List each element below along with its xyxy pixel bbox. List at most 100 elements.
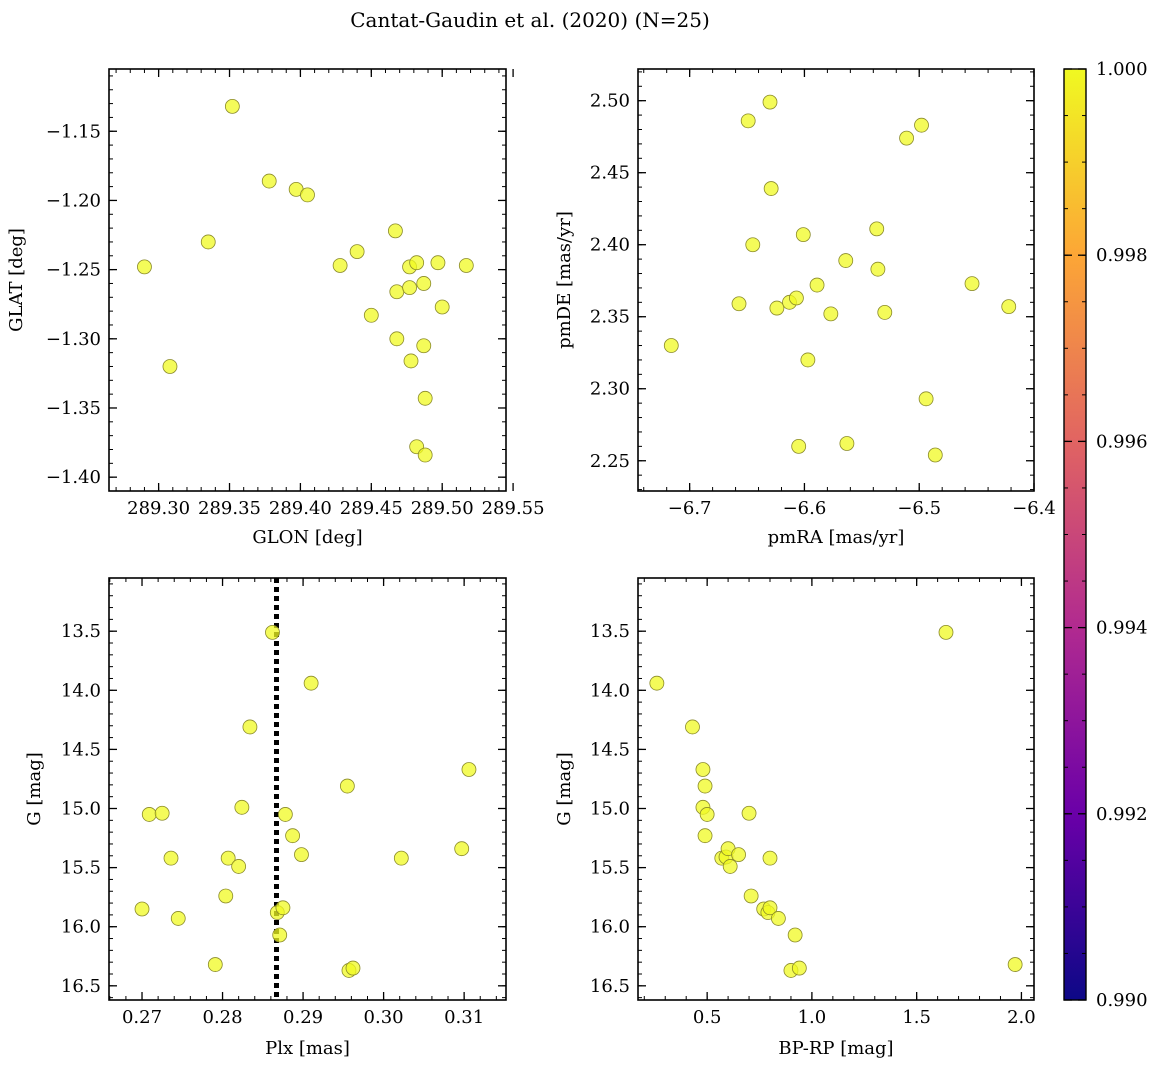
- data-point: [141, 807, 157, 822]
- data-point: [927, 447, 943, 463]
- y-tick-label: 16.5: [61, 976, 101, 997]
- colorbar-tick-label: 0.998: [1096, 245, 1148, 266]
- y-tick-label: −1.15: [46, 121, 101, 142]
- y-tick-label: 13.5: [61, 621, 101, 642]
- data-point: [285, 828, 301, 844]
- x-tick-label: 1.5: [902, 1007, 931, 1028]
- data-point: [272, 927, 288, 943]
- data-point: [722, 859, 738, 874]
- data-point: [417, 447, 433, 463]
- data-point: [914, 117, 929, 133]
- x-tick-label: 0.28: [203, 1007, 243, 1028]
- data-point: [800, 352, 816, 368]
- data-point: [137, 259, 152, 275]
- data-point: [242, 719, 258, 735]
- data-point: [697, 778, 713, 794]
- data-point: [685, 719, 700, 735]
- data-point: [743, 888, 759, 904]
- y-tick-label: 2.45: [590, 163, 630, 184]
- data-point: [402, 280, 417, 296]
- data-point: [389, 284, 405, 300]
- y-tick-label: 16.0: [590, 917, 630, 938]
- colorbar-tick-label: 1.000: [1096, 59, 1148, 80]
- y-tick-label: 2.35: [590, 307, 630, 328]
- data-point: [770, 911, 786, 926]
- x-axis-label: GLON [deg]: [252, 527, 362, 548]
- data-point: [234, 799, 250, 815]
- data-point: [809, 277, 825, 293]
- colorbar: 0.990 0.992 0.994 0.996 0.998 1.000: [1063, 59, 1148, 1011]
- figure-title: Cantat-Gaudin et al. (2020) (N=25): [350, 8, 710, 32]
- data-point: [745, 237, 761, 253]
- data-point: [697, 828, 713, 844]
- data-point: [277, 807, 293, 822]
- data-point: [791, 438, 807, 454]
- y-tick-label: −1.40: [46, 467, 101, 488]
- data-point: [763, 181, 779, 196]
- x-tick-label: 1.0: [798, 1007, 827, 1028]
- data-point: [303, 675, 319, 691]
- data-point: [461, 762, 477, 777]
- data-point: [409, 255, 425, 271]
- y-tick-label: 14.0: [61, 680, 101, 701]
- data-point: [762, 850, 778, 866]
- data-point: [275, 900, 291, 916]
- data-point: [265, 624, 280, 640]
- y-tick-label: 15.5: [61, 858, 101, 879]
- data-point: [1007, 957, 1023, 972]
- y-axis-label: G [mag]: [554, 752, 575, 825]
- panel-plx-g: 0.27 0.28 0.29 0.30 0.31 13.5 14.0 14.5 15.0 15.5…: [24, 577, 507, 1059]
- y-tick-label: 15.0: [61, 799, 101, 820]
- data-point: [769, 300, 785, 316]
- axes-frame: [637, 68, 1035, 492]
- y-tick-label: 15.5: [590, 858, 630, 879]
- data-point: [789, 290, 804, 306]
- data-point: [454, 841, 470, 857]
- x-tick-label: 0.29: [283, 1007, 323, 1028]
- axes-frame: [637, 577, 1035, 1001]
- data-point: [663, 338, 679, 353]
- data-point: [416, 276, 432, 291]
- y-tick-label: 14.5: [590, 739, 630, 760]
- y-tick-label: 16.0: [61, 917, 101, 938]
- x-tick-label: 0.27: [122, 1007, 162, 1028]
- data-point: [899, 130, 914, 146]
- data-point: [363, 307, 379, 323]
- data-point: [838, 253, 854, 268]
- data-point: [791, 960, 807, 976]
- x-tick-label: −6.4: [1012, 498, 1056, 519]
- data-point: [741, 805, 757, 821]
- data-point: [231, 859, 247, 874]
- x-tick-label: 289.50: [411, 498, 474, 519]
- data-point: [170, 911, 186, 926]
- y-tick-label: −1.35: [46, 398, 101, 419]
- y-tick-label: −1.25: [46, 260, 101, 281]
- data-point: [416, 338, 432, 354]
- y-tick-label: 2.50: [590, 91, 630, 112]
- colorbar-tick-label: 0.996: [1096, 431, 1148, 452]
- x-tick-label: 2.0: [1007, 1007, 1036, 1028]
- data-point: [795, 227, 811, 243]
- data-point: [731, 847, 746, 863]
- data-point: [393, 850, 409, 866]
- y-tick-label: 14.5: [61, 739, 101, 760]
- data-point: [207, 957, 223, 972]
- y-axis-label: G [mag]: [24, 752, 45, 825]
- data-point: [699, 807, 715, 822]
- panel-pmra-pmde: −6.7 −6.6 −6.5 −6.4 2.25 2.30 2.35 2.40 2.45 2.50…: [554, 68, 1056, 548]
- y-tick-label: 2.25: [590, 451, 630, 472]
- data-point: [134, 901, 150, 917]
- x-tick-label: 289.35: [198, 498, 261, 519]
- y-axis-label: GLAT [deg]: [6, 228, 27, 332]
- data-point: [695, 762, 711, 777]
- data-point: [163, 850, 179, 866]
- axes-frame: [108, 68, 507, 492]
- data-point: [162, 359, 178, 374]
- data-point: [870, 261, 886, 277]
- y-tick-label: 14.0: [590, 680, 630, 701]
- panel-glon-glat: 289.30 289.35 289.40 289.45 289.50 289.55 −1.4…: [6, 68, 545, 548]
- x-axis-label: Plx [mas]: [265, 1038, 350, 1059]
- x-tick-label: 0.5: [693, 1007, 722, 1028]
- data-point: [1001, 299, 1017, 315]
